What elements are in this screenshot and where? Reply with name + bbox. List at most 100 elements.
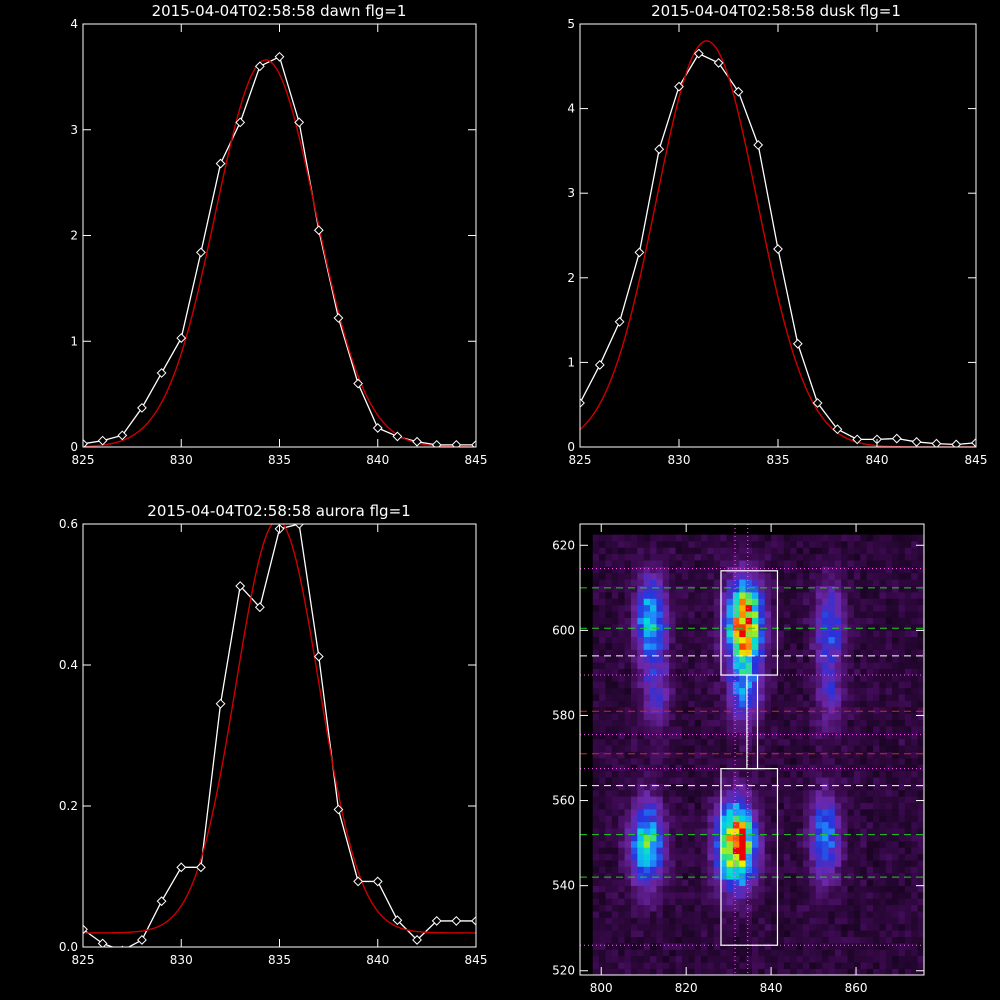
heatmap-cell [637,592,644,599]
heatmap-cell [873,617,880,625]
heatmap-cell [904,636,912,644]
heatmap-cell [879,923,887,931]
heatmap-cell [752,840,759,848]
heatmap-cell [834,911,842,918]
heatmap-cell [624,694,632,701]
heatmap-cell [681,879,689,886]
heatmap-cell [809,560,816,567]
heatmap-cell [847,911,855,918]
heatmap-cell [860,936,867,944]
heatmap-cell [847,726,855,733]
heatmap-cell [809,796,816,803]
heatmap-cell [739,592,746,599]
heatmap-cell [783,738,791,746]
heatmap-cell [892,655,899,663]
heatmap-cell [618,732,625,740]
heatmap-cell [599,726,606,733]
heatmap-cell [643,968,651,975]
heatmap-cell [675,655,683,663]
heatmap-cell [605,949,613,957]
heatmap-cell [898,789,906,797]
heatmap-cell [662,930,670,938]
heatmap-cell [675,636,683,644]
heatmap-cell [732,764,740,772]
heatmap-cell [707,955,715,963]
heatmap-cell [592,904,600,912]
heatmap-cell [752,560,759,567]
heatmap-cell [841,968,848,975]
heatmap-cell [739,758,746,765]
heatmap-cell [771,547,778,555]
heatmap-cell [758,789,766,797]
heatmap-cell [688,828,695,835]
heatmap-cell [745,668,753,676]
heatmap-cell [662,949,670,957]
heatmap-cell [834,783,842,791]
heatmap-cell [898,662,906,669]
heatmap-cell [771,630,778,638]
heatmap-cell [790,572,797,580]
heatmap-cell [745,585,753,593]
heatmap-cell [592,643,600,650]
heatmap-cell [650,758,657,765]
heatmap-cell [898,885,906,893]
heatmap-cell [637,789,644,797]
heatmap-cell [853,809,861,816]
heatmap-cell [860,828,867,835]
heatmap-cell [618,828,625,835]
heatmap-cell [834,764,842,772]
heatmap-cell [669,579,676,586]
heatmap-cell [656,879,664,886]
heatmap-cell [669,553,676,561]
heatmap-cell [904,930,912,938]
heatmap-cell [701,547,708,555]
heatmap-cell [624,592,632,599]
heatmap-cell [643,911,651,918]
heatmap-cell [662,694,670,701]
heatmap-cell [624,892,632,899]
heatmap-cell [713,834,721,842]
heatmap-cell [758,572,766,580]
heatmap-cell [605,636,613,644]
heatmap-cell [624,745,632,752]
heatmap-cell [885,885,893,893]
heatmap-cell [885,879,893,886]
heatmap-cell [790,815,797,823]
heatmap-cell [681,534,689,542]
heatmap-cell [828,834,836,842]
heatmap-cell [605,872,613,880]
heatmap-cell [828,566,836,574]
heatmap-cell [866,809,874,816]
heatmap-cell [834,579,842,586]
heatmap-cell [758,879,766,886]
heatmap-cell [701,751,708,759]
heatmap-cell [860,662,867,669]
heatmap-cell [681,866,689,874]
heatmap-cell [643,860,651,867]
heatmap-cell [662,611,670,618]
heatmap-cell [898,828,906,835]
heatmap-cell [592,553,600,561]
heatmap-cell [688,738,695,746]
heatmap-cell [790,592,797,599]
heatmap-cell [707,770,715,778]
heatmap-cell [662,655,670,663]
heatmap-cell [618,911,625,918]
heatmap-cell [662,770,670,778]
heatmap-cell [675,579,683,586]
heatmap-cell [911,623,918,631]
heatmap-cell [771,604,778,612]
heatmap-cell [828,726,836,733]
heatmap-cell [879,636,887,644]
heatmap-cell [764,758,772,765]
heatmap-cell [796,834,804,842]
panel-aurora-title: 2015-04-04T02:58:58 aurora flg=1 [147,502,410,520]
heatmap-cell [828,917,836,925]
heatmap-cell [892,828,899,835]
heatmap-cell [904,904,912,912]
heatmap-cell [879,802,887,810]
heatmap-cell [624,579,632,586]
heatmap-cell [669,783,676,791]
heatmap-cell [885,675,893,682]
heatmap-cell [822,968,829,975]
